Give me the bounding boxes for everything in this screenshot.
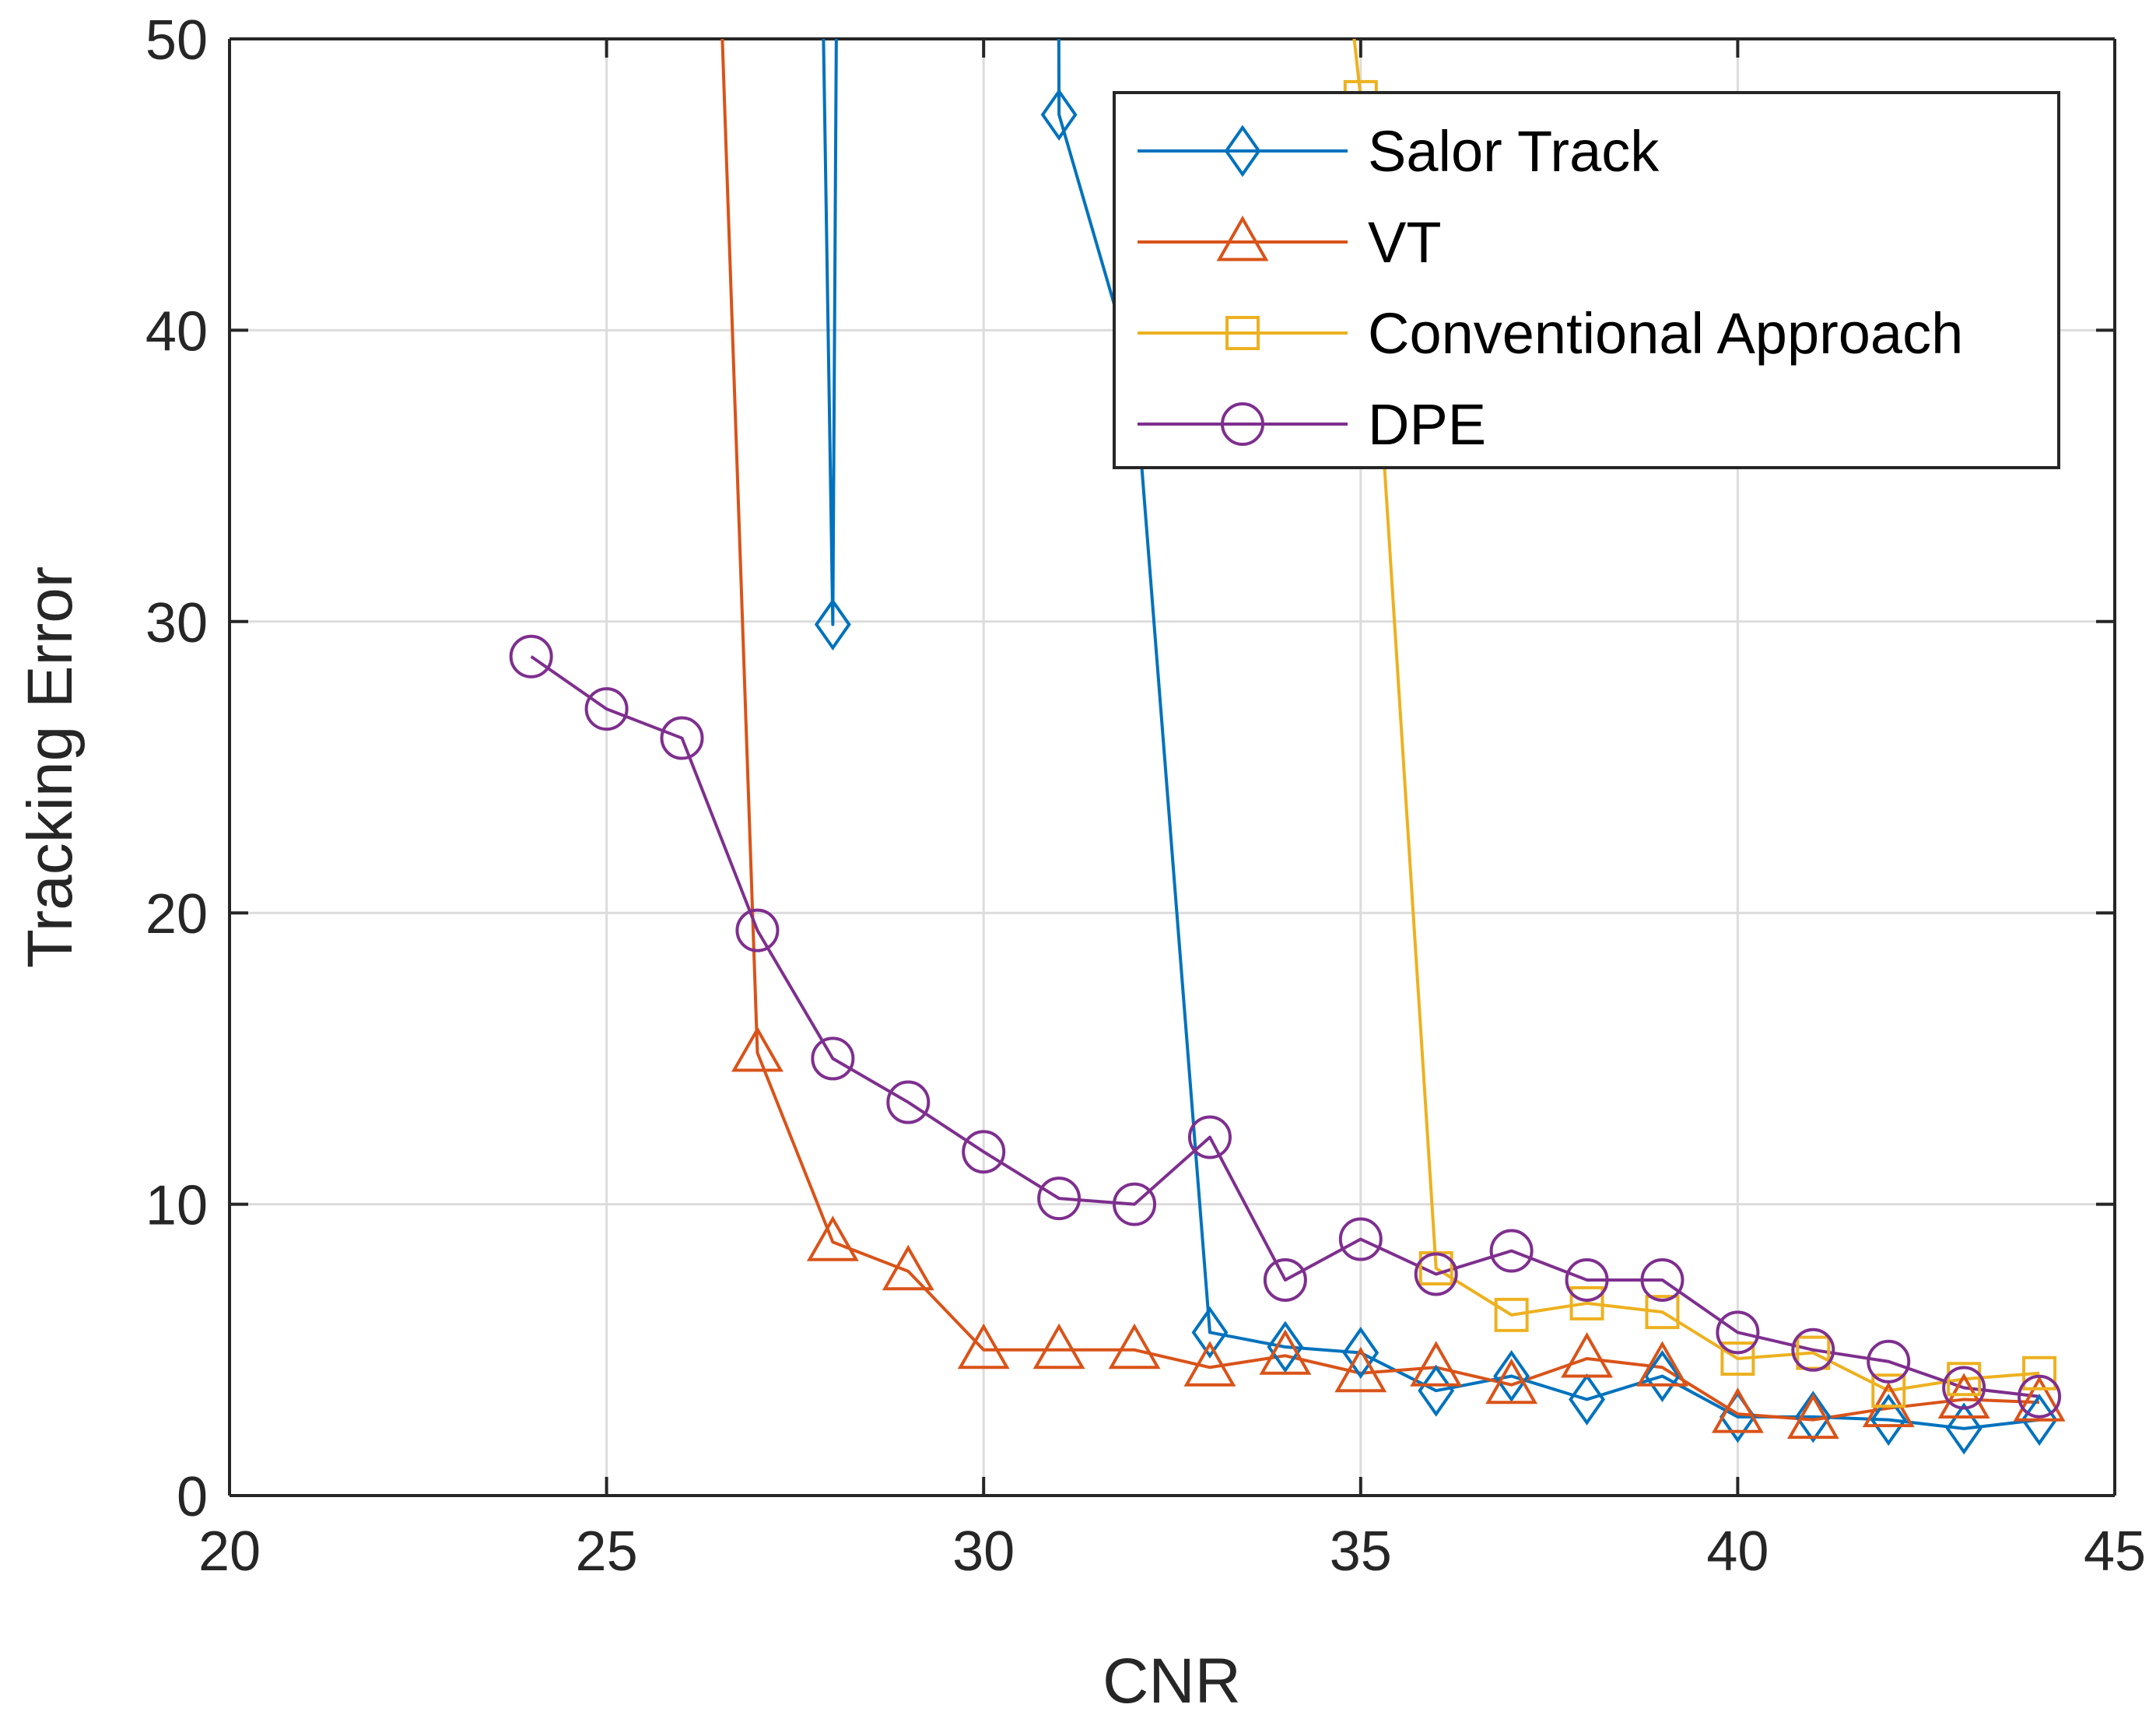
- x-tick-label: 35: [1330, 1520, 1392, 1583]
- data-point-dpe: [584, 687, 629, 731]
- data-point-conventional-approach: [1947, 1362, 1982, 1397]
- legend-label-salor-track: Salor Track: [1368, 119, 1660, 184]
- data-point-salor-track: [1945, 1402, 1982, 1455]
- series-line-conventional-approach: [1352, 39, 2040, 1393]
- data-point-dpe: [2018, 1374, 2062, 1419]
- legend-marker-salor-track: [1224, 125, 1261, 177]
- data-point-dpe: [735, 908, 780, 952]
- x-tick-label: 25: [576, 1520, 638, 1583]
- y-tick-label: 40: [145, 300, 208, 363]
- data-point-salor-track: [1794, 1391, 1832, 1443]
- x-axis-label: CNR: [1103, 1646, 1241, 1717]
- data-point-vt: [2013, 1376, 2066, 1422]
- data-point-dpe: [1640, 1257, 1684, 1302]
- x-tick-label: 45: [2084, 1520, 2146, 1583]
- x-tick-label: 20: [198, 1520, 261, 1583]
- data-point-dpe: [1414, 1252, 1458, 1296]
- legend-label-conventional-approach: Conventional Approach: [1368, 301, 1963, 366]
- data-point-conventional-approach: [1569, 1285, 1604, 1320]
- legend-label-dpe: DPE: [1368, 392, 1486, 457]
- data-point-dpe: [660, 716, 704, 760]
- data-point-vt: [1334, 1346, 1387, 1393]
- axes: [228, 37, 2116, 1497]
- data-point-vt: [1786, 1393, 1839, 1440]
- x-tick-label: 30: [952, 1520, 1015, 1583]
- data-point-conventional-approach: [2022, 1355, 2057, 1391]
- y-tick-label: 30: [145, 592, 208, 654]
- data-point-dpe: [1791, 1327, 1835, 1372]
- data-point-vt: [1636, 1341, 1688, 1387]
- data-point-dpe: [1942, 1366, 1986, 1410]
- data-point-dpe: [1565, 1257, 1609, 1302]
- data-point-vt: [882, 1244, 934, 1291]
- data-point-conventional-approach: [1871, 1373, 1906, 1408]
- data-point-dpe: [1187, 1115, 1232, 1159]
- data-point-vt: [1561, 1332, 1614, 1378]
- data-point-dpe: [1037, 1177, 1082, 1221]
- data-point-salor-track: [1191, 1306, 1229, 1359]
- legend-marker-dpe: [1221, 402, 1264, 446]
- data-point-vt: [1485, 1358, 1538, 1405]
- data-point-vt: [1259, 1329, 1312, 1375]
- legend-label-vt: VT: [1368, 210, 1442, 275]
- data-point-salor-track: [1569, 1373, 1606, 1426]
- data-point-vt: [1032, 1323, 1085, 1370]
- data-point-salor-track: [1493, 1350, 1530, 1402]
- legend-marker-vt: [1216, 215, 1269, 261]
- data-point-salor-track: [1418, 1364, 1455, 1417]
- data-point-vt: [731, 1026, 784, 1072]
- data-point-vt: [1937, 1373, 1990, 1419]
- legend-box: [1113, 91, 2060, 469]
- data-point-vt: [1183, 1341, 1236, 1387]
- data-point-dpe: [1867, 1339, 1911, 1384]
- data-point-conventional-approach: [1645, 1295, 1680, 1330]
- marker-group: [509, 79, 2066, 1455]
- data-point-dpe: [1489, 1229, 1534, 1273]
- series-line-vt: [720, 39, 2040, 1422]
- data-point-vt: [1711, 1387, 1764, 1433]
- y-tick-label: 10: [145, 1175, 208, 1237]
- data-point-dpe: [886, 1080, 931, 1124]
- data-point-vt: [1410, 1341, 1463, 1387]
- legend: Salor Track VT Conventional Approach DPE: [1113, 91, 2060, 469]
- data-point-dpe: [962, 1130, 1006, 1174]
- data-point-salor-track: [1342, 1327, 1379, 1380]
- data-point-conventional-approach: [1720, 1341, 1755, 1377]
- data-point-salor-track: [1267, 1320, 1304, 1373]
- data-point-conventional-approach: [1494, 1297, 1529, 1332]
- y-tick-label: 50: [145, 9, 208, 72]
- data-point-salor-track: [1870, 1394, 1907, 1447]
- data-point-salor-track: [1040, 88, 1078, 141]
- data-point-dpe: [1113, 1182, 1157, 1226]
- data-point-dpe: [1338, 1217, 1383, 1261]
- tick-labels: 20 25 30 35 40 45 0 10 20 30 40 50: [145, 9, 2146, 1583]
- y-axis-label: Tracking Error: [15, 566, 86, 968]
- data-point-conventional-approach: [1796, 1335, 1831, 1370]
- legend-marker-conventional-approach: [1225, 316, 1260, 350]
- series-line-dpe: [530, 655, 2040, 1398]
- data-point-dpe: [811, 1036, 855, 1081]
- x-tick-label: 40: [1706, 1520, 1769, 1583]
- y-tick-label: 20: [145, 883, 208, 945]
- data-point-vt: [1108, 1323, 1161, 1370]
- data-point-dpe: [1716, 1310, 1760, 1355]
- y-tick-label: 0: [177, 1466, 208, 1528]
- data-point-dpe: [1263, 1257, 1307, 1302]
- data-point-vt: [806, 1215, 859, 1261]
- data-point-vt: [957, 1323, 1010, 1370]
- data-point-salor-track: [1644, 1350, 1681, 1402]
- data-point-salor-track: [814, 598, 851, 651]
- data-point-dpe: [509, 634, 553, 679]
